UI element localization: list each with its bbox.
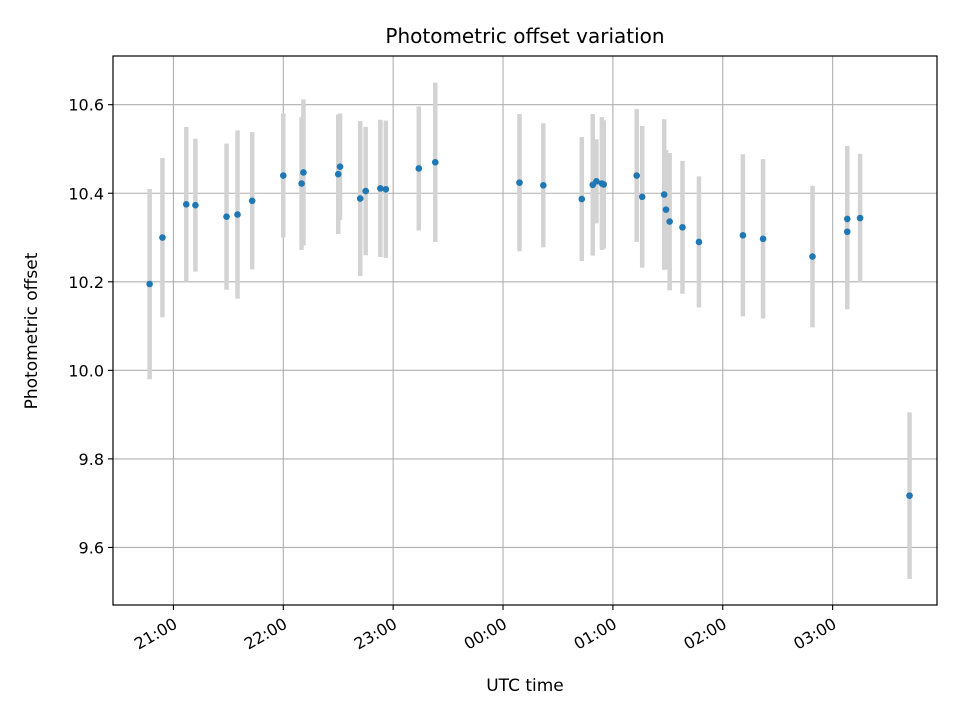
- y-tick-label: 10.2: [68, 273, 104, 292]
- y-tick-label: 9.8: [79, 450, 104, 469]
- data-point: [843, 215, 851, 223]
- data-point: [377, 185, 384, 192]
- data-point: [666, 218, 673, 225]
- data-point: [248, 197, 256, 205]
- data-point: [695, 238, 703, 246]
- y-axis: 9.6 9.8 10.0 10.2 10.4 10.6: [68, 96, 113, 557]
- data-point: [182, 201, 190, 208]
- data-points: [146, 158, 913, 499]
- data-point: [809, 253, 816, 260]
- data-point: [906, 492, 913, 499]
- data-point: [146, 280, 153, 288]
- data-point: [600, 181, 608, 188]
- data-point: [759, 235, 767, 243]
- data-point: [159, 234, 166, 241]
- data-point: [593, 177, 600, 185]
- data-point: [431, 158, 439, 166]
- x-axis-label: UTC time: [486, 676, 564, 696]
- data-point: [415, 165, 423, 172]
- data-point: [540, 181, 547, 189]
- y-tick-label: 10.4: [68, 184, 104, 203]
- data-point: [856, 214, 864, 222]
- y-tick-label: 10.0: [68, 361, 104, 380]
- data-point: [298, 180, 305, 187]
- y-tick-label: 9.6: [79, 538, 104, 557]
- data-point: [300, 169, 307, 176]
- data-point: [279, 172, 287, 179]
- data-point: [662, 206, 670, 213]
- data-point: [362, 187, 369, 195]
- data-point: [356, 195, 364, 202]
- plot-area-frame: [112, 55, 938, 606]
- data-point: [739, 232, 747, 239]
- data-point: [192, 201, 199, 209]
- data-point: [578, 195, 586, 203]
- data-point: [382, 185, 390, 193]
- data-point: [334, 170, 342, 178]
- y-axis-label: Photometric offset: [22, 252, 42, 409]
- data-point: [660, 191, 668, 198]
- data-point: [633, 172, 640, 179]
- y-tick-label: 10.6: [68, 96, 104, 115]
- data-point: [223, 213, 230, 221]
- chart-title: Photometric offset variation: [385, 24, 664, 48]
- data-point: [516, 179, 523, 186]
- data-point: [638, 193, 646, 201]
- data-point: [679, 224, 686, 231]
- data-point: [234, 211, 241, 218]
- data-point: [336, 163, 344, 170]
- data-point: [843, 228, 851, 236]
